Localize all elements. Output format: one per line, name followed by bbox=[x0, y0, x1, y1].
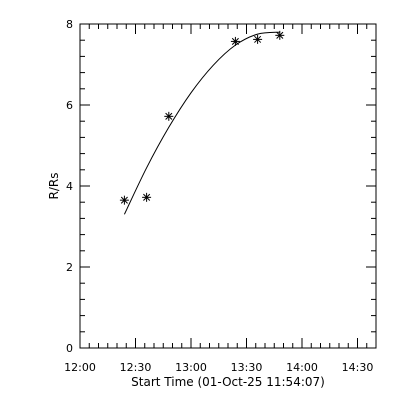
data-point-asterisk bbox=[119, 195, 129, 205]
x-tick-label: 12:30 bbox=[120, 361, 152, 374]
x-tick-label: 12:00 bbox=[64, 361, 96, 374]
x-tick-label: 13:30 bbox=[231, 361, 263, 374]
fit-curve bbox=[123, 31, 280, 215]
data-point-asterisk bbox=[142, 192, 152, 202]
y-tick-label: 4 bbox=[66, 180, 73, 193]
data-point-asterisk bbox=[230, 36, 240, 46]
data-point-asterisk bbox=[275, 30, 285, 40]
asterisk-stroke bbox=[254, 35, 262, 43]
y-axis-label: R/Rs bbox=[47, 173, 61, 200]
y-tick-label: 6 bbox=[66, 99, 73, 112]
asterisk-stroke bbox=[276, 31, 284, 39]
x-axis-label: Start Time (01-Oct-25 11:54:07) bbox=[131, 375, 325, 389]
y-tick-label: 2 bbox=[66, 261, 73, 274]
x-tick-label: 14:30 bbox=[342, 361, 374, 374]
x-tick-label: 13:00 bbox=[175, 361, 207, 374]
asterisk-stroke bbox=[165, 112, 173, 120]
asterisk-stroke bbox=[231, 37, 239, 45]
axis-ticks bbox=[79, 23, 377, 349]
plot-frame bbox=[79, 23, 377, 349]
asterisk-stroke bbox=[120, 196, 128, 204]
data-markers bbox=[119, 30, 285, 205]
x-tick-label: 14:00 bbox=[286, 361, 318, 374]
y-tick-label: 0 bbox=[66, 342, 73, 355]
data-point-asterisk bbox=[164, 111, 174, 121]
y-tick-labels: 0 2 4 6 8 bbox=[66, 18, 73, 355]
data-point-asterisk bbox=[253, 34, 263, 44]
asterisk-stroke bbox=[143, 193, 151, 201]
y-tick-label: 8 bbox=[66, 18, 73, 31]
x-tick-labels: 12:00 12:30 13:00 13:30 14:00 14:30 bbox=[64, 361, 373, 374]
